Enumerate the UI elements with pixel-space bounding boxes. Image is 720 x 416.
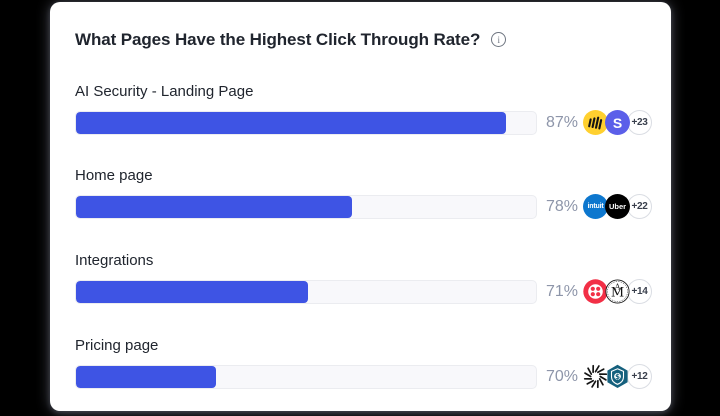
more-count-badge[interactable]: +22 bbox=[627, 194, 652, 219]
bar-track bbox=[75, 110, 537, 135]
bar-track bbox=[75, 364, 537, 389]
shortcut-logo-icon[interactable]: S bbox=[605, 110, 630, 135]
twilio-logo-icon[interactable] bbox=[583, 279, 608, 304]
svg-text:A: A bbox=[614, 283, 621, 292]
more-count-badge[interactable]: +12 bbox=[627, 364, 652, 389]
avatar-stack: M A +14 bbox=[583, 279, 652, 304]
bar-fill bbox=[76, 111, 507, 134]
info-icon[interactable]: i bbox=[491, 32, 507, 47]
bar-fill bbox=[76, 280, 309, 303]
bar-row-home-page: Home page 78% intuit Uber +22 bbox=[75, 167, 652, 219]
miro-logo-icon[interactable] bbox=[583, 110, 608, 135]
bar-value: 78% bbox=[546, 197, 579, 215]
intuit-logo-icon[interactable]: intuit bbox=[583, 194, 608, 219]
bar-track bbox=[75, 194, 537, 219]
bar-row-ai-security: AI Security - Landing Page 87% bbox=[75, 83, 652, 135]
bar-value: 87% bbox=[546, 113, 579, 131]
bar-row-integrations: Integrations 71% bbox=[75, 252, 652, 304]
sunburst-logo-icon[interactable] bbox=[583, 364, 608, 389]
chart-card: What Pages Have the Highest Click Throug… bbox=[50, 2, 671, 411]
shield-hexagon-logo-icon[interactable]: $ bbox=[605, 364, 630, 389]
bar-row-pricing-page: Pricing page 70% bbox=[75, 337, 652, 389]
bar-label: Integrations bbox=[75, 252, 154, 269]
more-count-badge[interactable]: +23 bbox=[627, 110, 652, 135]
bar-fill bbox=[76, 365, 216, 388]
avatar-stack: $ +12 bbox=[583, 364, 652, 389]
uber-logo-icon[interactable]: Uber bbox=[605, 194, 630, 219]
svg-text:M: M bbox=[611, 286, 624, 301]
chart-title: What Pages Have the Highest Click Throug… bbox=[75, 29, 481, 49]
am-monogram-logo-icon[interactable]: M A bbox=[605, 279, 630, 304]
svg-text:$: $ bbox=[615, 373, 620, 381]
avatar-stack: intuit Uber +22 bbox=[583, 194, 652, 219]
bar-track bbox=[75, 279, 537, 304]
avatar-stack: S +23 bbox=[583, 110, 652, 135]
bar-label: Pricing page bbox=[75, 337, 159, 354]
bar-label: AI Security - Landing Page bbox=[75, 83, 254, 100]
bar-value: 70% bbox=[546, 367, 579, 385]
chart-header: What Pages Have the Highest Click Throug… bbox=[75, 29, 652, 50]
bar-label: Home page bbox=[75, 167, 153, 184]
bar-fill bbox=[76, 195, 352, 218]
bar-value: 71% bbox=[546, 282, 579, 300]
more-count-badge[interactable]: +14 bbox=[627, 279, 652, 304]
